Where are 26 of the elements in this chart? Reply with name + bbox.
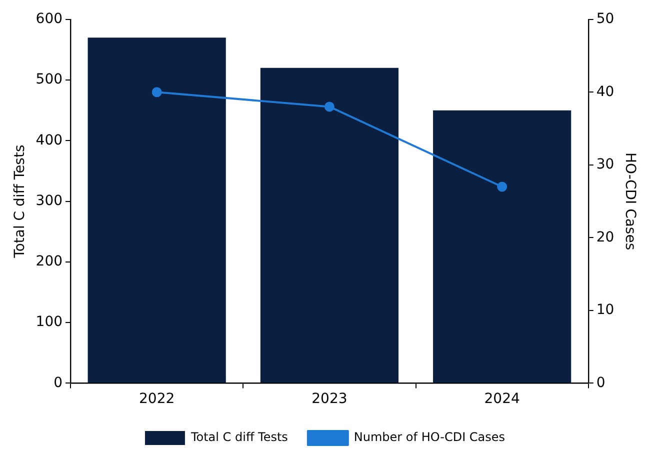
y-tick-label: 600 <box>36 11 63 28</box>
bar <box>88 38 226 383</box>
x-tick-label: 2024 <box>484 391 520 408</box>
bar <box>433 110 572 383</box>
y-axis-title: Total C diff Tests <box>12 144 28 259</box>
y-tick-label: 0 <box>54 374 63 391</box>
x-tick-label: 2023 <box>312 391 348 408</box>
y-tick-label: 400 <box>36 132 63 148</box>
y2-tick-label: 0 <box>596 374 606 391</box>
y2-tick-label: 50 <box>596 11 614 28</box>
y2-tick-label: 40 <box>596 84 614 100</box>
y2-tick-label: 20 <box>596 229 614 246</box>
x-tick-label: 2022 <box>139 391 175 408</box>
y-tick-label: 300 <box>36 192 63 209</box>
y2-tick-label: 30 <box>596 156 614 173</box>
point <box>324 102 334 112</box>
y-tick-label: 200 <box>36 254 63 270</box>
y2-tick-label: 10 <box>596 302 614 318</box>
point <box>497 182 508 192</box>
bar <box>260 68 398 383</box>
y-tick-label: 500 <box>36 72 63 88</box>
legend-label: Total C diff Tests <box>190 430 288 444</box>
legend-label: Number of HO-CDI Cases <box>354 430 506 444</box>
point <box>152 87 162 98</box>
y-tick-label: 100 <box>36 314 63 330</box>
y2-axis-title: HO-CDI Cases <box>622 152 638 250</box>
